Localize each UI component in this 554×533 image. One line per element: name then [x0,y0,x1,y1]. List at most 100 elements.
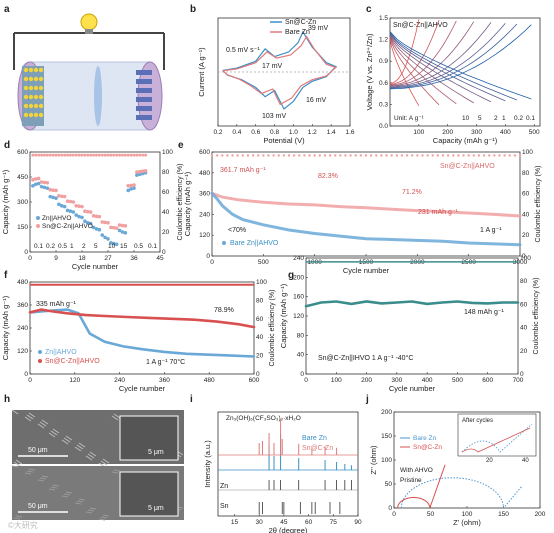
texture [48,488,56,491]
data-point [103,220,107,225]
charge-curve [389,22,506,88]
x-tick-label: 27 [104,255,112,262]
data-point [65,199,70,204]
panel-label-a: a [4,4,10,15]
chart-i: 15 30 45 60 75 90 2θ (degree) Intensity (a.u.) Z… [203,411,362,533]
lightbulb-icon [80,13,98,31]
sn-particle [28,94,34,100]
chart-title: Sn@C-Zn||AHVO [393,22,448,29]
ce-point [135,153,139,157]
ce-point [339,154,342,157]
ce-point [138,153,142,157]
discharge-curve [389,36,457,105]
data-point [54,188,58,193]
x-axis-label: 2θ (degree) [269,526,308,533]
data-point [120,230,125,234]
y2-tick-label: 80 [162,169,170,176]
texture [41,475,49,478]
annotation: 82.3% [318,173,338,180]
y-tick-label: 360 [199,191,210,198]
y-tick-label: 200 [381,409,392,416]
y-tick-label: 200 [293,274,304,281]
texture [78,498,86,501]
watermark: ©大研究 [8,520,38,530]
series-band-1 [28,308,256,329]
texture [48,432,56,438]
ce-point [226,154,229,157]
data-point [140,169,145,174]
x-tick-label: 0 [28,377,32,384]
data-point [42,185,47,190]
sn-particle [38,85,44,91]
sn-particle [28,67,34,73]
x-tick-label: 200 [361,377,372,384]
ce-point [63,153,67,157]
data-point [129,183,133,188]
legend-entry: Sn@C-Zn||AHVO [440,163,495,170]
data-point [45,186,50,190]
x-tick-label: 100 [413,129,424,136]
annotation: 1 A g⁻¹ 70°C [146,358,185,366]
x-tick-label: 50 [427,511,435,518]
x-axis-label: Cycle number [389,384,436,393]
chart-d: 0 9 18 27 36 450150300450600020406080100Cycle… [1,149,184,271]
x-tick-label: 0 [28,255,32,262]
annotation: Sn@C-Zn||IHVO 1 A g⁻¹ -40°C [318,354,413,362]
ce-point [221,154,224,157]
y-tick-label: 50 [385,481,393,488]
ce-point [498,154,501,157]
discharge-curve [389,37,440,106]
ce-point [97,153,101,157]
y-tick-label: 80 [297,332,305,339]
data-point [94,227,99,231]
ce-point [45,153,49,157]
y2-tick-label: 60 [162,189,170,196]
ce-point [488,154,491,157]
sn-particle [23,85,29,91]
data-point [135,170,139,174]
texture [65,435,73,441]
x-axis-label: Cycle number [119,384,166,393]
y-tick-label: 120 [199,232,210,239]
series-band [304,300,520,308]
ce-point [236,154,239,157]
texture [76,500,84,503]
zn-anode [22,66,44,126]
y-axis-label: Capacity (mAh g⁻¹) [1,295,10,360]
texture [11,465,19,468]
plot-frame [217,411,359,517]
data-point [71,200,76,204]
inset-sn [461,427,531,453]
x-tick-label: 36 [130,255,138,262]
ce-point [482,154,486,157]
x-tick-label: 0 [304,377,308,384]
panel-label-e: e [178,140,184,151]
texture [50,486,58,489]
data-point [123,224,128,228]
ce-point [48,153,52,157]
data-point [91,225,96,230]
sn-particle [28,103,34,109]
data-point [126,188,131,193]
ce-point [493,154,496,157]
texture [15,459,23,465]
ce-point [257,154,260,157]
ce-point [328,154,332,157]
y-tick-label: 120 [293,313,304,320]
texture [13,461,21,467]
chart-c: 100 200 300 400 500 0.0 0.3 0.6 0.9 1.2 1.5 Capacit… [365,15,541,145]
y-tick-label: 300 [17,199,28,206]
data-point [83,219,87,224]
ce-point [118,153,122,157]
ce-point [287,154,291,157]
y-tick-label: 0 [24,249,28,256]
ce-point [83,153,87,157]
y2-axis-label: Coulombic efficiency (%) [533,278,540,355]
texture [39,421,47,427]
ce-point [334,154,337,157]
ce-point [246,154,250,157]
bulb-base [85,29,93,34]
x-tick-label: 360 [159,377,170,384]
ce-point [380,154,383,157]
